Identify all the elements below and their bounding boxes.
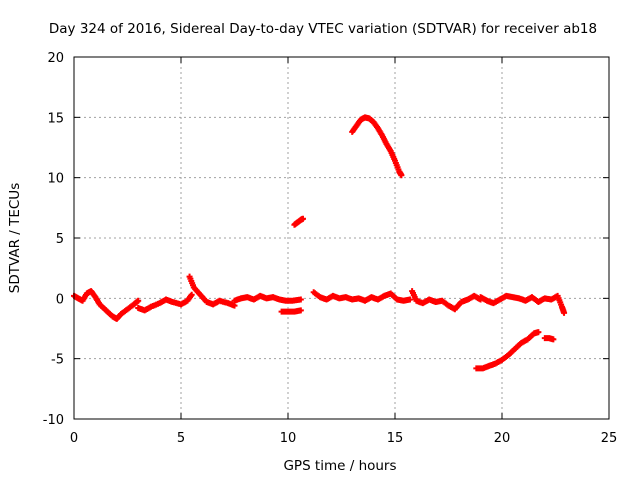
y-tick-label: -10 <box>43 413 64 428</box>
data-segment <box>473 329 542 372</box>
y-tick-label: 15 <box>47 111 64 126</box>
data-point-markers <box>291 215 306 228</box>
x-tick-label: 25 <box>601 431 618 446</box>
x-tick-label: 5 <box>177 431 185 446</box>
data-segment <box>310 289 413 304</box>
data-point-markers <box>473 329 542 372</box>
data-segment <box>291 215 306 228</box>
x-tick-label: 20 <box>494 431 511 446</box>
data-segment <box>541 335 557 343</box>
y-axis-label: SDTVAR / TECUs <box>7 183 23 293</box>
data-point-markers <box>541 335 557 343</box>
data-segment <box>231 292 304 304</box>
data-point-markers <box>349 114 405 179</box>
grid-lines <box>74 57 609 419</box>
y-tick-label: 20 <box>47 51 64 66</box>
plot-area-border <box>73 56 610 420</box>
x-axis-label: GPS time / hours <box>283 458 396 474</box>
chart-title: Day 324 of 2016, Sidereal Day-to-day VTE… <box>49 21 597 37</box>
y-tick-label: 0 <box>56 292 64 307</box>
y-tick-label: -5 <box>51 353 64 368</box>
data-point-markers <box>409 288 484 313</box>
data-point-markers <box>135 291 195 314</box>
y-axis-ticks: -10 -5 0 5 10 15 20 <box>43 51 609 428</box>
data-point-markers <box>231 292 304 304</box>
data-segment <box>477 292 568 316</box>
y-tick-label: 10 <box>47 172 64 187</box>
x-axis-ticks: 0 5 10 15 20 25 <box>70 57 617 446</box>
data-segment <box>186 273 238 309</box>
data-point-markers <box>186 273 238 309</box>
x-tick-label: 0 <box>70 431 78 446</box>
data-segment <box>278 307 304 315</box>
data-segment <box>409 288 484 313</box>
data-point-markers <box>71 288 142 322</box>
x-tick-label: 10 <box>280 431 297 446</box>
data-point-markers <box>278 307 304 315</box>
data-segment <box>135 291 195 314</box>
data-segment <box>71 288 142 322</box>
data-points <box>71 114 568 372</box>
data-segment <box>349 114 405 179</box>
data-point-markers <box>477 292 568 316</box>
y-tick-label: 5 <box>56 232 64 247</box>
x-tick-label: 15 <box>387 431 404 446</box>
data-point-markers <box>310 289 413 304</box>
